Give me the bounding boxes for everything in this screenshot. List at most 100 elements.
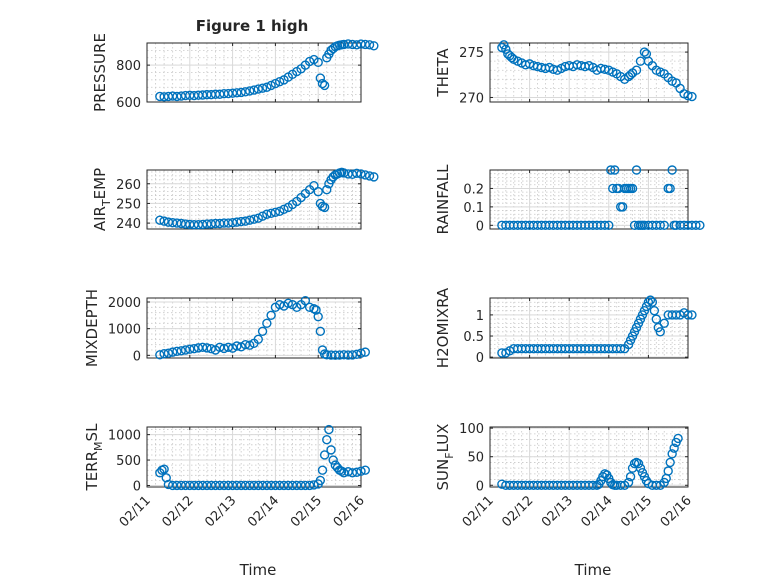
data-point: [270, 207, 281, 217]
y-tick-label: 0: [476, 351, 484, 366]
y-axis-label-base: TERR: [83, 451, 101, 492]
data-point: [163, 348, 174, 358]
data-point: [279, 204, 289, 215]
subplot-h2omixra: 0 0.5 1 H2OMIXRA: [434, 287, 697, 368]
data-point: [324, 424, 334, 435]
data-point: [300, 295, 311, 306]
axes-box: [146, 169, 362, 230]
series-mixdepth: [155, 295, 370, 360]
data-point: [627, 183, 638, 194]
data-point: [313, 57, 323, 68]
data-point: [262, 82, 272, 92]
data-point: [667, 449, 677, 459]
data-point: [663, 466, 673, 476]
data-point: [667, 165, 677, 175]
data-point: [313, 186, 323, 197]
data-point: [322, 435, 332, 445]
data-point: [687, 310, 697, 320]
subplot-theta: 270 275 THETA: [434, 40, 697, 106]
data-point: [249, 214, 259, 224]
y-axis-label-base: THETA: [434, 48, 452, 98]
data-point: [249, 85, 259, 95]
data-point: [360, 170, 370, 180]
y-axis-label-base: RAINFALL: [434, 164, 452, 235]
data-point: [227, 218, 238, 228]
y-axis-label-base: MIXDEPTH: [83, 289, 101, 367]
data-point: [635, 463, 646, 473]
y-axis-label-subscript: F: [443, 452, 456, 458]
series-theta: [497, 40, 697, 102]
y-axis-label: RAINFALL: [434, 164, 452, 235]
data-point: [159, 349, 169, 359]
data-point: [328, 455, 338, 465]
data-point: [159, 216, 169, 226]
y-tick-label: 275: [459, 46, 484, 61]
data-point: [615, 344, 626, 354]
data-point: [161, 473, 171, 483]
data-point: [606, 165, 616, 175]
data-point: [659, 220, 669, 231]
data-point: [245, 340, 255, 350]
data-point: [253, 213, 263, 223]
data-point: [625, 472, 636, 482]
data-point: [651, 314, 662, 324]
y-axis-label-rest: SL: [83, 423, 101, 442]
data-point: [631, 65, 642, 75]
data-point: [313, 311, 323, 322]
y-tick-label: 0: [133, 479, 141, 494]
data-point: [610, 165, 620, 175]
y-tick-label: 50: [467, 451, 484, 466]
series-sun_flux: [497, 433, 683, 490]
data-point: [326, 445, 336, 455]
y-tick-label: 2000: [108, 296, 141, 311]
y-axis-label-base: SUN: [434, 459, 452, 491]
data-point: [236, 87, 246, 98]
data-point: [588, 480, 598, 490]
data-point: [309, 480, 319, 490]
data-point: [364, 40, 375, 50]
data-point: [643, 297, 654, 307]
data-point: [691, 220, 701, 231]
data-point: [337, 466, 347, 476]
data-point: [352, 349, 362, 359]
data-point: [223, 342, 234, 353]
data-point: [197, 342, 208, 353]
data-point: [257, 211, 268, 221]
data-point: [274, 206, 285, 217]
y-axis-label-base: PRESSURE: [91, 33, 109, 112]
data-point: [304, 480, 315, 491]
x-axis-label: Time: [239, 561, 277, 579]
data-point: [364, 171, 375, 181]
y-axis-label: THETA: [434, 48, 452, 98]
data-point: [356, 466, 366, 476]
data-point: [315, 475, 326, 486]
data-point: [369, 41, 379, 51]
data-point: [232, 341, 242, 351]
data-point: [176, 346, 186, 356]
y-axis-label: TERRMSL: [83, 423, 105, 492]
y-axis-label-rest: LUX: [434, 424, 452, 453]
data-point: [257, 326, 268, 337]
data-point: [683, 310, 693, 320]
axes-box: [146, 42, 362, 103]
data-point: [600, 64, 610, 75]
data-point: [167, 347, 178, 357]
data-point: [617, 202, 628, 212]
y-tick-label: 1000: [108, 323, 141, 338]
data-point: [155, 215, 165, 225]
y-axis-label: AIRTEMP: [91, 168, 113, 231]
y-tick-label: 600: [116, 96, 141, 111]
y-axis-label-subscript: T: [100, 199, 113, 207]
data-point: [311, 305, 321, 315]
y-axis-label: MIXDEPTH: [83, 289, 101, 367]
data-point: [172, 346, 182, 357]
y-tick-label: 800: [116, 59, 141, 74]
data-point: [253, 334, 263, 345]
data-point: [683, 90, 693, 101]
subplot-pressure: 600 800 PRESSURE: [91, 33, 379, 112]
data-point: [319, 202, 330, 213]
data-point: [236, 216, 246, 227]
y-tick-label: 0.2: [463, 182, 484, 197]
subplot-rainfall: 0 0.1 0.2 RAINFALL: [434, 164, 705, 235]
